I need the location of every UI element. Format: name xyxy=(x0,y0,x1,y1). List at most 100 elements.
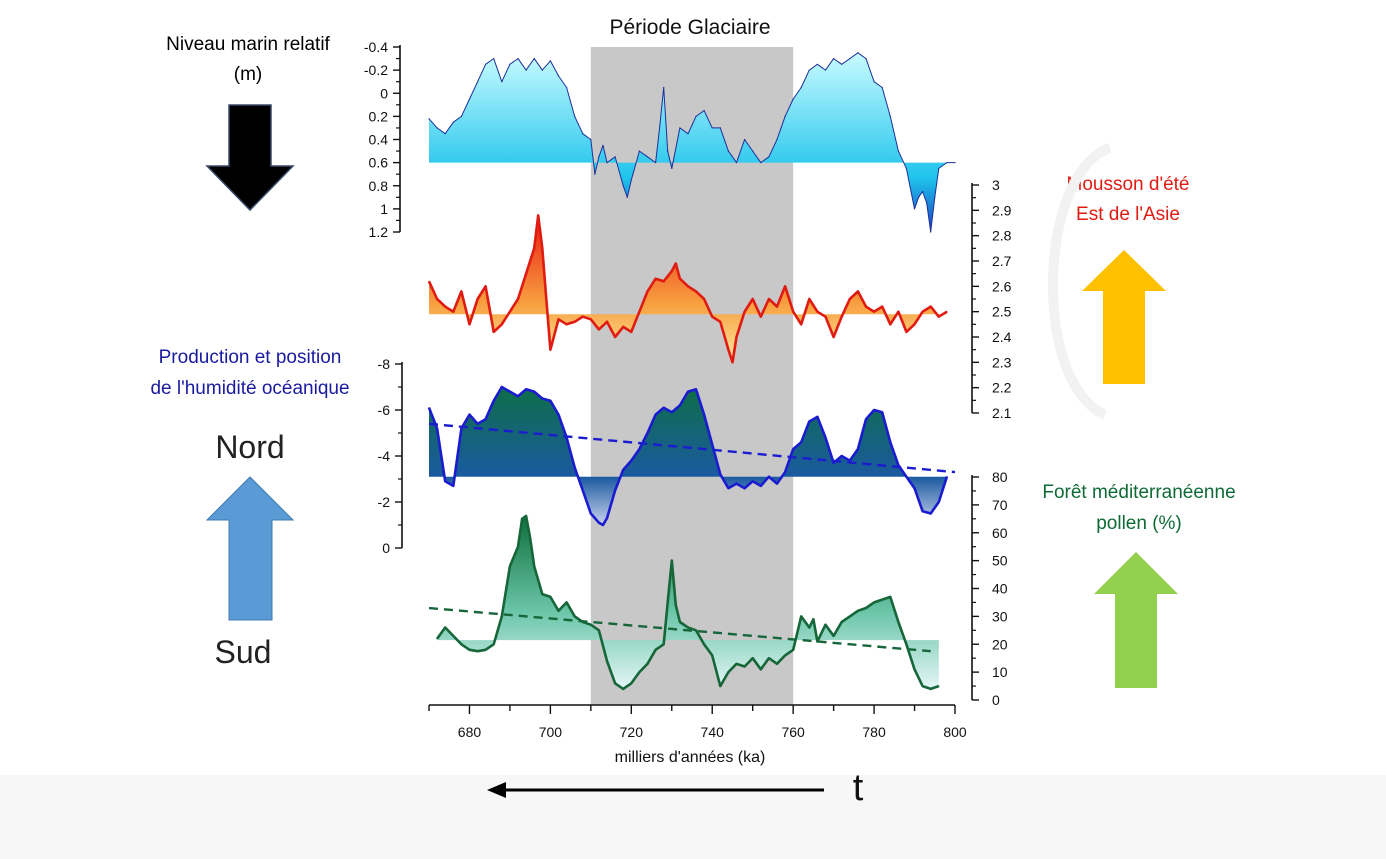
y-tick-label: 0.2 xyxy=(369,108,389,124)
series-point xyxy=(533,391,535,393)
series-point xyxy=(549,349,552,351)
series-point xyxy=(881,411,883,413)
monsoon-series xyxy=(427,214,948,364)
series-point xyxy=(865,418,867,420)
series-point xyxy=(622,326,624,328)
y-tick-label: 30 xyxy=(992,608,1008,624)
series-point xyxy=(695,115,697,117)
series-point xyxy=(493,643,495,645)
x-tick-label: 760 xyxy=(781,724,805,740)
bottom-band xyxy=(0,775,1386,859)
series-point xyxy=(695,290,697,292)
series-point xyxy=(881,86,883,89)
series-point xyxy=(549,400,552,402)
x-tick-label: 740 xyxy=(701,724,725,740)
series-point xyxy=(667,601,669,604)
series-point xyxy=(719,685,721,687)
series-point xyxy=(938,316,940,318)
series-point xyxy=(428,280,430,282)
series-point xyxy=(719,473,721,475)
series-point xyxy=(897,621,900,623)
series-area-fill xyxy=(437,516,939,689)
series-point xyxy=(436,127,438,129)
humidity-title-line-2: de l'humidité océanique xyxy=(150,378,349,399)
series-point xyxy=(735,663,738,665)
series-point xyxy=(849,615,851,618)
series-point xyxy=(768,156,770,158)
series-point xyxy=(913,487,916,489)
series-point xyxy=(428,407,430,409)
series-point xyxy=(841,455,843,457)
series-point xyxy=(671,167,673,169)
series-point xyxy=(485,418,487,420)
series-point xyxy=(606,660,608,662)
series-point xyxy=(841,63,843,65)
y-tick-label: -4 xyxy=(378,448,391,464)
series-point xyxy=(493,331,495,333)
series-point xyxy=(865,607,867,609)
series-point xyxy=(735,162,738,164)
series-point xyxy=(744,487,746,489)
series-point xyxy=(744,138,746,141)
series-point xyxy=(517,298,519,300)
series-point xyxy=(824,437,827,439)
south-label: Sud xyxy=(215,634,272,670)
series-point xyxy=(630,331,632,333)
series-area-fill xyxy=(429,52,955,232)
series-point xyxy=(638,150,641,152)
humidity-series xyxy=(427,385,956,527)
series-point xyxy=(525,515,527,517)
series-point xyxy=(857,52,859,54)
series-point xyxy=(638,448,641,450)
series-point xyxy=(663,643,665,645)
y-tick-label: -0.4 xyxy=(364,39,388,55)
series-point xyxy=(626,196,628,198)
series-point xyxy=(918,196,920,198)
series-point xyxy=(881,599,883,601)
monsoon-y-axis: 2.1 2.2 2.3 2.4 2.5 2.6 2.7 2.8 2.9 3 xyxy=(971,177,1012,421)
series-area-fill xyxy=(429,215,947,363)
series-point xyxy=(545,298,547,300)
humidity-up-arrow-icon xyxy=(205,476,295,621)
series-point xyxy=(897,464,900,466)
series-point xyxy=(930,512,932,515)
series-point xyxy=(800,86,802,89)
monsoon-up-arrow-icon xyxy=(1082,250,1166,384)
series-point xyxy=(436,638,438,640)
forest-y-axis: 0 10 20 30 40 50 60 70 80 xyxy=(971,469,1008,708)
series-point xyxy=(655,649,657,651)
x-tick-label: 720 xyxy=(620,724,644,740)
series-point xyxy=(501,386,503,388)
series-point xyxy=(833,58,835,60)
y-tick-label: 40 xyxy=(992,581,1008,597)
y-tick-label: 2.2 xyxy=(992,380,1012,396)
series-point xyxy=(784,285,786,287)
series-point xyxy=(679,404,681,406)
y-tick-label: 0.8 xyxy=(369,178,389,194)
series-point xyxy=(549,596,552,598)
y-tick-label: 10 xyxy=(992,664,1008,680)
series-point xyxy=(452,121,454,123)
y-tick-label: 50 xyxy=(992,553,1008,569)
series-point xyxy=(938,685,940,687)
series-point xyxy=(897,311,900,313)
y-tick-label: 0.4 xyxy=(369,132,389,148)
series-point xyxy=(557,75,560,77)
series-point xyxy=(905,167,908,169)
series-point xyxy=(671,560,673,562)
y-tick-label: 2.1 xyxy=(992,405,1012,421)
series-point xyxy=(598,328,600,330)
series-point xyxy=(776,306,778,308)
series-point xyxy=(537,214,539,216)
y-tick-label: 2.4 xyxy=(992,329,1012,345)
y-tick-label: 1 xyxy=(380,201,388,217)
sea-level-title-line-1: Niveau marin relatif xyxy=(166,34,330,55)
series-point xyxy=(646,432,649,434)
forest-title-line-1: Forêt méditerranéenne xyxy=(1042,482,1235,503)
series-point xyxy=(428,118,430,120)
series-point xyxy=(574,615,576,618)
series-point xyxy=(452,485,454,487)
series-point xyxy=(857,610,859,612)
series-point xyxy=(889,596,891,598)
series-point xyxy=(533,565,535,567)
